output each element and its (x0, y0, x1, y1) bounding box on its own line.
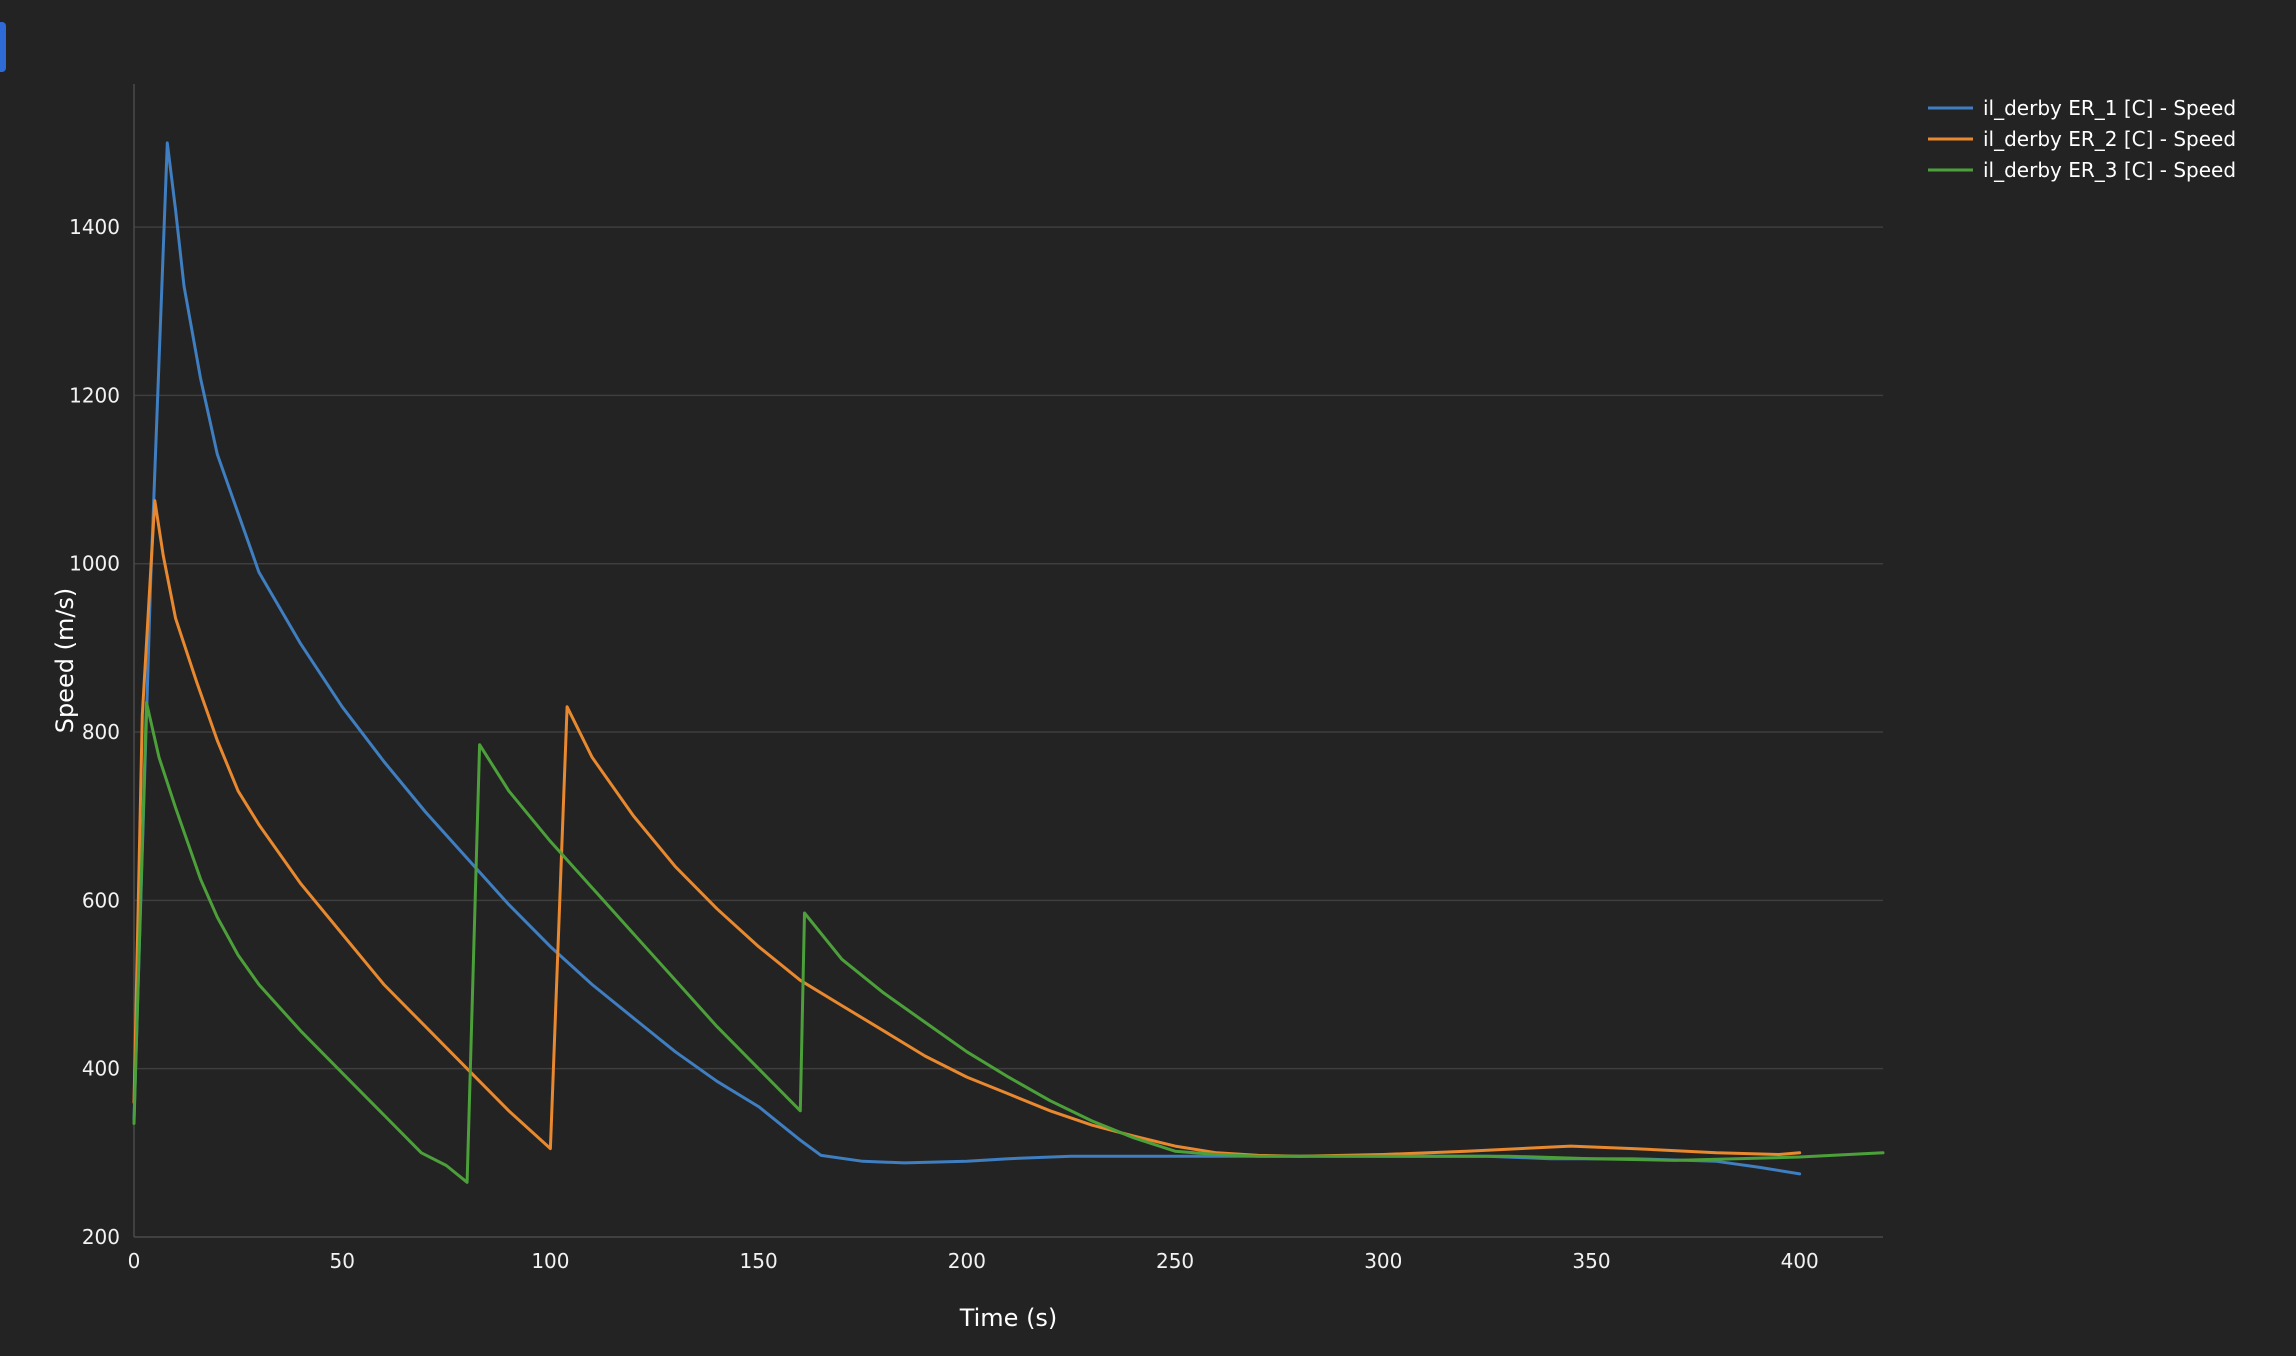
x-tick-label: 350 (1572, 1249, 1610, 1273)
legend[interactable]: il_derby ER_1 [C] - Speed il_derby ER_2 [… (1928, 96, 2236, 182)
series-line-2[interactable] (132, 499, 1802, 1158)
x-tick-label: 400 (1781, 1249, 1819, 1273)
series-line-3[interactable] (132, 701, 1885, 1184)
x-axis-title: Time (s) (959, 1304, 1058, 1332)
x-tick-label: 100 (531, 1249, 569, 1273)
legend-label: il_derby ER_1 [C] - Speed (1983, 96, 2236, 120)
legend-item-3[interactable]: il_derby ER_3 [C] - Speed (1928, 158, 2236, 182)
y-tick-label: 600 (82, 888, 120, 912)
corner-tab[interactable] (0, 22, 6, 72)
legend-label: il_derby ER_2 [C] - Speed (1983, 127, 2236, 151)
x-axis-ticks: 0 50 100 150 200 250 300 350 400 (128, 1249, 1819, 1273)
x-tick-label: 200 (948, 1249, 986, 1273)
legend-item-1[interactable]: il_derby ER_1 [C] - Speed (1928, 96, 2236, 120)
y-tick-label: 200 (82, 1225, 120, 1249)
x-tick-label: 250 (1156, 1249, 1194, 1273)
legend-label: il_derby ER_3 [C] - Speed (1983, 158, 2236, 182)
x-tick-label: 300 (1364, 1249, 1402, 1273)
y-tick-label: 400 (82, 1057, 120, 1081)
series-lines (132, 141, 1885, 1184)
y-tick-label: 800 (82, 720, 120, 744)
legend-item-2[interactable]: il_derby ER_2 [C] - Speed (1928, 127, 2236, 151)
x-tick-label: 0 (128, 1249, 141, 1273)
y-tick-label: 1400 (69, 215, 120, 239)
x-tick-label: 50 (329, 1249, 354, 1273)
y-axis-ticks: 200 400 600 800 1000 1200 1400 (69, 215, 120, 1249)
gridlines (134, 226, 1883, 1070)
y-tick-label: 1200 (69, 383, 120, 407)
x-tick-label: 150 (740, 1249, 778, 1273)
y-axis-title: Speed (m/s) (51, 588, 79, 734)
series-line-1[interactable] (132, 141, 1802, 1176)
y-tick-label: 1000 (69, 552, 120, 576)
